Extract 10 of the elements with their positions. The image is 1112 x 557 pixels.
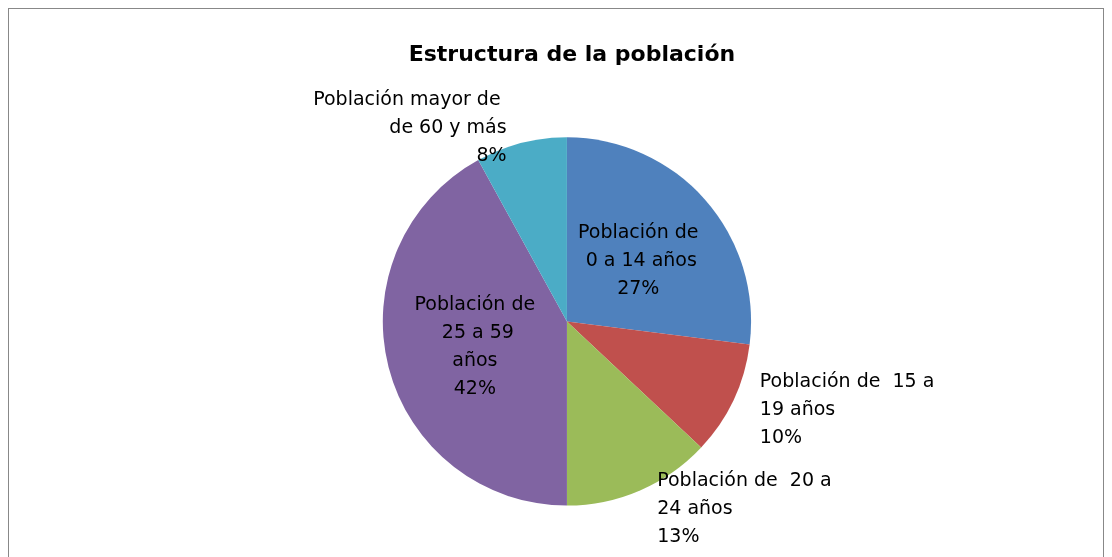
data-label: 42%	[453, 376, 496, 399]
slice-label: Población de 20 a 24 años	[657, 467, 838, 518]
data-label: 13%	[657, 523, 700, 546]
chart-title: Estructura de la población	[408, 40, 736, 66]
slice-label: Población de 15 a 19 años	[759, 368, 941, 419]
data-label: 10%	[759, 424, 803, 447]
slice-label: Población de 25 a 59 años	[414, 292, 536, 371]
slice-label: Población mayor de de 60 y más	[313, 86, 507, 137]
data-label: 27%	[617, 275, 660, 298]
slice-label: Población de 0 a 14 años	[577, 219, 699, 270]
